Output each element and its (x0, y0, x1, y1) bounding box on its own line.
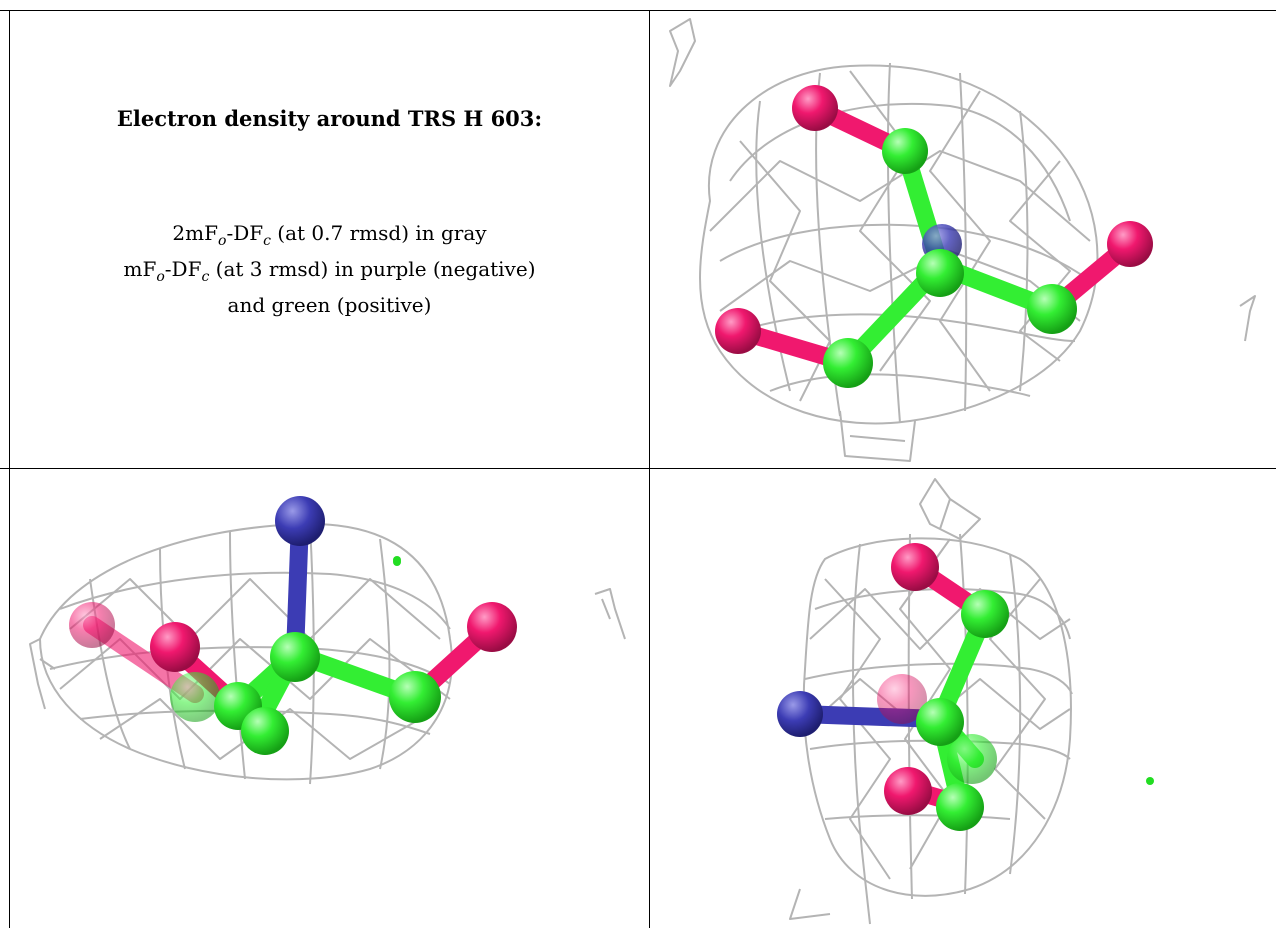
carbon-atom (882, 128, 928, 174)
carbon-atom (947, 734, 997, 784)
oxygen-atom (715, 308, 761, 354)
carbon-atom (916, 698, 964, 746)
carbon-atom (823, 338, 873, 388)
center-vertical-divider (649, 10, 650, 928)
carbon-atom (389, 671, 441, 723)
oxygen-atom (792, 85, 838, 131)
view-bottom-right (650, 469, 1276, 928)
carbon-atom (241, 707, 289, 755)
legend-line-3: and green (positive) (227, 293, 432, 317)
carbon-atom (170, 672, 220, 722)
carbon-atom (916, 249, 964, 297)
view-bottom-left (10, 469, 649, 928)
legend-text: 2mFo-DFc (at 0.7 rmsd) in gray mFo-DFc (… (10, 219, 649, 319)
oxygen-atom (891, 543, 939, 591)
figure-title: Electron density around TRS H 603: (116, 106, 543, 131)
density-mesh-gray (29, 522, 626, 785)
molecule-view-3-svg (777, 478, 1154, 925)
left-border (9, 10, 10, 928)
positive-density-blob (1146, 777, 1154, 785)
carbon-atom (936, 783, 984, 831)
positive-density-marker (393, 556, 401, 564)
oxygen-atom (877, 674, 927, 724)
middle-horizontal-divider (0, 468, 1276, 469)
density-mesh-gray (669, 18, 1256, 462)
oxygen-atom (884, 767, 932, 815)
oxygen-atom (1107, 221, 1153, 267)
carbon-atom (1027, 284, 1077, 334)
nitrogen-atom (275, 496, 325, 546)
oxygen-atom (467, 602, 517, 652)
legend-line-1: 2mFo-DFc (at 0.7 rmsd) in gray (172, 221, 487, 249)
view-top-right (650, 11, 1276, 468)
legend-line-2: mFo-DFc (at 3 rmsd) in purple (negative) (123, 257, 536, 285)
molecule-view-2-svg (29, 496, 626, 785)
nitrogen-atom (777, 691, 823, 737)
oxygen-atom (69, 602, 115, 648)
caption-cell: Electron density around TRS H 603: 2mFo-… (10, 11, 649, 468)
carbon-atom (961, 590, 1009, 638)
oxygen-atom (150, 622, 200, 672)
carbon-atom (270, 632, 320, 682)
top-border (0, 10, 1276, 11)
molecule-view-1-svg (669, 18, 1256, 462)
